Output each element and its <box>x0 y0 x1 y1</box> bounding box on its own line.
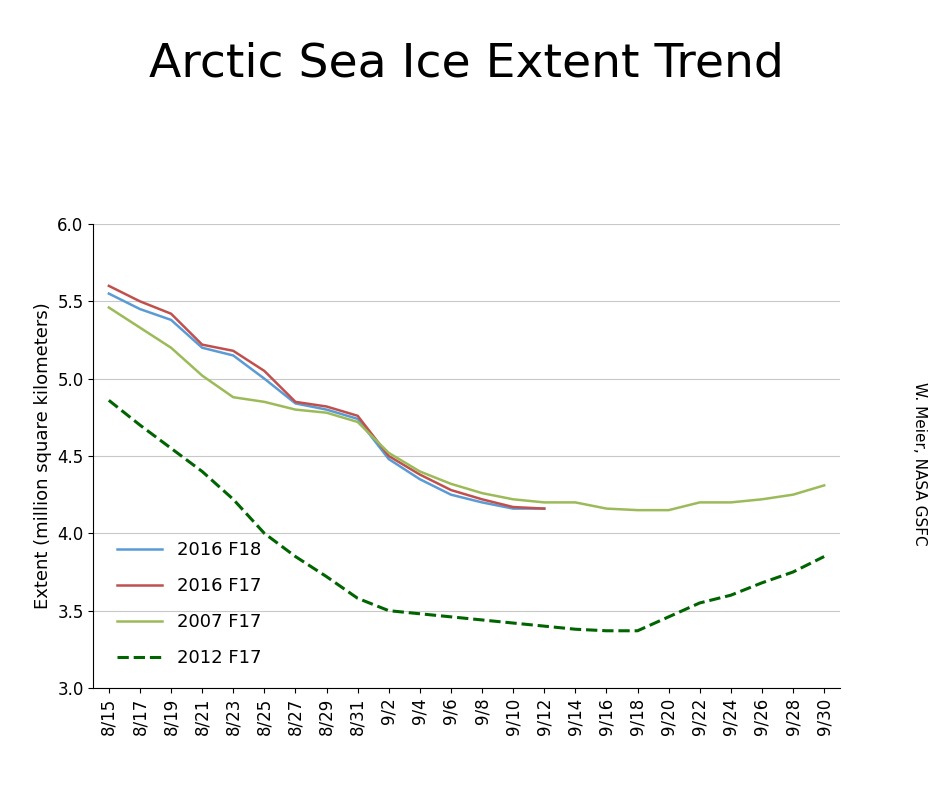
Legend: 2016 F18, 2016 F17, 2007 F17, 2012 F17: 2016 F18, 2016 F17, 2007 F17, 2012 F17 <box>110 534 269 674</box>
2012 F17 <box>601 626 612 635</box>
2007 F17 <box>538 498 550 507</box>
2012 F17 <box>383 606 395 615</box>
2016 F17 <box>104 281 115 290</box>
2007 F17 <box>787 490 799 499</box>
2016 F17 <box>290 397 301 406</box>
2012 F17 <box>445 612 456 622</box>
2012 F17 <box>818 552 829 562</box>
2016 F17 <box>228 346 239 356</box>
2007 F17 <box>508 494 519 504</box>
Text: Arctic Sea Ice Extent Trend: Arctic Sea Ice Extent Trend <box>149 42 784 86</box>
2016 F18 <box>445 490 456 499</box>
2007 F17 <box>663 506 675 515</box>
2012 F17 <box>414 609 425 618</box>
2016 F17 <box>352 411 363 421</box>
2007 F17 <box>290 405 301 414</box>
2016 F18 <box>538 504 550 514</box>
2007 F17 <box>694 498 705 507</box>
2012 F17 <box>663 612 675 622</box>
2007 F17 <box>134 323 146 333</box>
2016 F18 <box>165 315 176 325</box>
2012 F17 <box>725 590 736 600</box>
2016 F17 <box>321 402 332 411</box>
2007 F17 <box>414 466 425 476</box>
2016 F18 <box>383 454 395 464</box>
2012 F17 <box>228 494 239 504</box>
2016 F18 <box>290 398 301 408</box>
2012 F17 <box>570 625 581 634</box>
2012 F17 <box>321 572 332 582</box>
2016 F17 <box>538 504 550 514</box>
2012 F17 <box>197 466 208 476</box>
2007 F17 <box>258 397 270 406</box>
2016 F17 <box>414 470 425 479</box>
2007 F17 <box>818 481 829 490</box>
2016 F17 <box>477 494 488 504</box>
2016 F17 <box>134 297 146 306</box>
2012 F17 <box>165 443 176 453</box>
2016 F17 <box>383 451 395 461</box>
2007 F17 <box>321 408 332 418</box>
2012 F17 <box>757 578 768 588</box>
Line: 2007 F17: 2007 F17 <box>109 307 824 510</box>
2007 F17 <box>601 504 612 514</box>
Line: 2012 F17: 2012 F17 <box>109 400 824 630</box>
2016 F18 <box>414 474 425 484</box>
2012 F17 <box>477 615 488 625</box>
2007 F17 <box>632 506 643 515</box>
2012 F17 <box>352 594 363 603</box>
2012 F17 <box>290 552 301 562</box>
Text: W. Meier, NASA GSFC: W. Meier, NASA GSFC <box>912 382 926 546</box>
2012 F17 <box>787 567 799 577</box>
2007 F17 <box>570 498 581 507</box>
2016 F17 <box>258 366 270 376</box>
2007 F17 <box>725 498 736 507</box>
2012 F17 <box>104 395 115 405</box>
Line: 2016 F17: 2016 F17 <box>109 286 544 509</box>
2016 F18 <box>104 289 115 298</box>
2007 F17 <box>104 302 115 312</box>
2016 F18 <box>352 414 363 424</box>
2016 F18 <box>321 405 332 414</box>
2007 F17 <box>228 393 239 402</box>
2012 F17 <box>134 420 146 430</box>
Y-axis label: Extent (million square kilometers): Extent (million square kilometers) <box>34 302 51 610</box>
2016 F18 <box>508 504 519 514</box>
2012 F17 <box>538 622 550 631</box>
2007 F17 <box>477 488 488 498</box>
2016 F17 <box>197 340 208 350</box>
2016 F18 <box>228 350 239 360</box>
2007 F17 <box>197 370 208 380</box>
2016 F17 <box>165 309 176 318</box>
2016 F18 <box>197 343 208 353</box>
2016 F17 <box>445 486 456 495</box>
Line: 2016 F18: 2016 F18 <box>109 294 544 509</box>
2016 F17 <box>508 502 519 512</box>
2007 F17 <box>352 417 363 426</box>
2016 F18 <box>134 304 146 314</box>
2012 F17 <box>258 529 270 538</box>
2012 F17 <box>508 618 519 628</box>
2007 F17 <box>165 343 176 353</box>
2012 F17 <box>694 598 705 608</box>
2016 F18 <box>477 498 488 507</box>
2012 F17 <box>632 626 643 635</box>
2007 F17 <box>445 479 456 489</box>
2007 F17 <box>757 494 768 504</box>
2016 F18 <box>258 374 270 383</box>
2007 F17 <box>383 448 395 458</box>
